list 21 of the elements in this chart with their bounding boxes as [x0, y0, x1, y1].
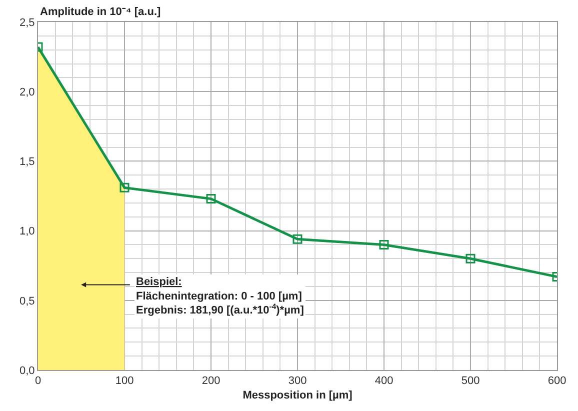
point [379, 240, 389, 250]
x-tick-label: 500 [461, 375, 480, 388]
point [466, 254, 476, 264]
annotation: Beispiel: Flächenintegration: 0 - 100 [µm] Ergebnis: 181,90 [(a.u.*10$^{-4}$)*µm] [136, 276, 304, 317]
y-tick-label: 1,5 [20, 156, 35, 168]
point [292, 234, 302, 244]
y-axis-title: Amplitude in 10⁻⁴ [a.u.] [40, 6, 162, 18]
y-tick-label: 0,0 [20, 364, 35, 377]
y-tick-label: 1,0 [20, 226, 35, 238]
y-tick-label: 2,0 [20, 86, 35, 98]
x-tick-label: 400 [374, 375, 394, 388]
x-tick-label: 300 [288, 375, 307, 388]
x-tick-label: 200 [202, 375, 220, 388]
y-tick-label: 2,5 [20, 16, 35, 29]
point [206, 194, 216, 204]
y-tick-label: 0,5 [20, 295, 35, 308]
point [120, 182, 130, 192]
x-tick-label: 600 [548, 375, 566, 388]
x-tick-label: 100 [115, 375, 134, 388]
x-axis-title: Messposition in [µm] [242, 389, 353, 402]
x-tick-label: 0 [34, 375, 42, 388]
